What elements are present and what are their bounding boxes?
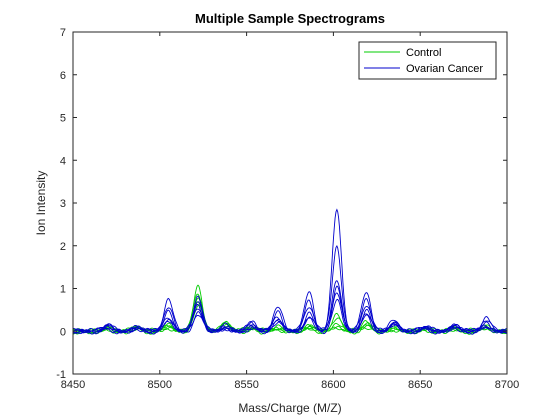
y-tick-label: 0 bbox=[60, 326, 66, 338]
x-tick-label: 8600 bbox=[321, 379, 345, 391]
y-tick-label: 2 bbox=[60, 241, 66, 253]
y-tick-label: 6 bbox=[60, 70, 66, 82]
y-tick-label: 5 bbox=[60, 113, 66, 125]
ticks-layer: 8450 8500 8550 8600 8650 8700 -1 0 1 2 3 4 5 6 7 bbox=[56, 27, 519, 391]
y-tick-label: 1 bbox=[60, 284, 66, 296]
y-tick-label: 4 bbox=[60, 155, 66, 167]
axes-box bbox=[72, 31, 508, 375]
x-axis-title: Mass/Charge (M/Z) bbox=[238, 401, 341, 415]
y-tick-label: 7 bbox=[60, 27, 66, 39]
legend: Control Ovarian Cancer bbox=[358, 41, 497, 80]
spectrum-line-ovarian-cancer bbox=[72, 285, 508, 335]
x-tick-label: 8450 bbox=[61, 379, 85, 391]
spectrum-line-ovarian-cancer bbox=[72, 280, 508, 335]
spectrum-line-ovarian-cancer bbox=[72, 292, 508, 335]
x-tick-label: 8650 bbox=[408, 379, 432, 391]
chart-title: Multiple Sample Spectrograms bbox=[195, 11, 385, 26]
spectrum-line-ovarian-cancer bbox=[72, 208, 508, 334]
spectrum-line-ovarian-cancer bbox=[72, 245, 508, 335]
x-tick-label: 8550 bbox=[234, 379, 258, 391]
x-tick-label: 8700 bbox=[495, 379, 519, 391]
series-layer bbox=[72, 208, 508, 335]
x-tick-label: 8500 bbox=[148, 379, 172, 391]
spectrum-line-ovarian-cancer bbox=[72, 298, 508, 335]
legend-label-ovarian-cancer: Ovarian Cancer bbox=[406, 63, 483, 75]
legend-box bbox=[358, 41, 497, 80]
y-axis-title: Ion Intensity bbox=[34, 171, 48, 236]
legend-label-control: Control bbox=[406, 47, 441, 59]
y-tick-label: -1 bbox=[56, 369, 66, 381]
y-tick-label: 3 bbox=[60, 198, 66, 210]
spectrum-line-control bbox=[72, 297, 508, 335]
